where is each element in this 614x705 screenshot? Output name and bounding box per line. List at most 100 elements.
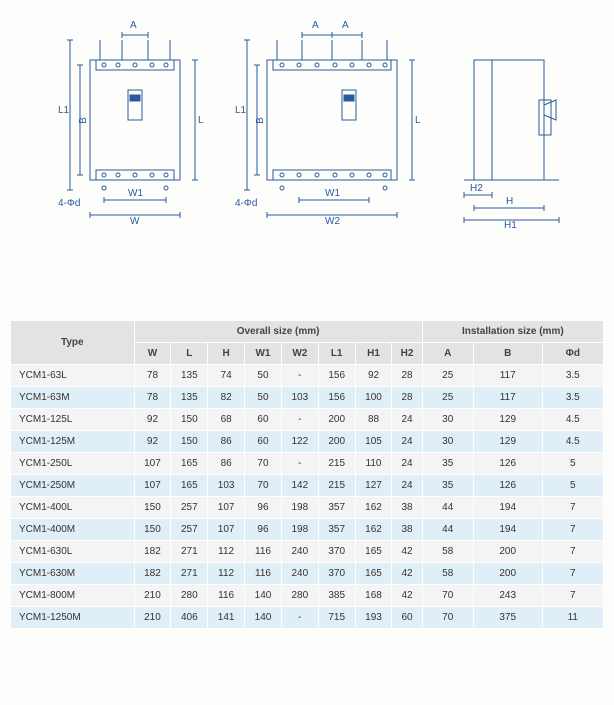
cell-W2: 240 bbox=[281, 563, 318, 585]
cell-W: 150 bbox=[134, 497, 171, 519]
cell-B: 194 bbox=[473, 497, 542, 519]
cell-H1: 92 bbox=[355, 365, 392, 387]
cell-B: 129 bbox=[473, 409, 542, 431]
table-row: YCM1-250L1071658670-21511024351265 bbox=[11, 453, 604, 475]
cell-W: 107 bbox=[134, 453, 171, 475]
th-H1: H1 bbox=[355, 343, 392, 365]
label-L1: L1 bbox=[235, 105, 246, 116]
cell-B: 375 bbox=[473, 607, 542, 629]
cell-W1: 96 bbox=[245, 497, 282, 519]
label-A: A bbox=[130, 20, 137, 31]
cell-W: 210 bbox=[134, 607, 171, 629]
cell-phi: 4.5 bbox=[542, 431, 603, 453]
cell-W: 182 bbox=[134, 563, 171, 585]
th-Φd: Φd bbox=[542, 343, 603, 365]
spec-table-wrap: Type Overall size (mm) Installation size… bbox=[0, 320, 614, 629]
table-row: YCM1-400L1502571079619835716238441947 bbox=[11, 497, 604, 519]
cell-H: 86 bbox=[208, 431, 245, 453]
cell-H: 112 bbox=[208, 541, 245, 563]
cell-H: 68 bbox=[208, 409, 245, 431]
cell-A: 58 bbox=[422, 541, 473, 563]
table-row: YCM1-800M21028011614028038516842702437 bbox=[11, 585, 604, 607]
cell-L: 150 bbox=[171, 431, 208, 453]
cell-H: 74 bbox=[208, 365, 245, 387]
cell-H2: 42 bbox=[392, 541, 422, 563]
cell-H1: 165 bbox=[355, 563, 392, 585]
cell-W: 78 bbox=[134, 387, 171, 409]
cell-A: 30 bbox=[422, 431, 473, 453]
cell-A: 30 bbox=[422, 409, 473, 431]
cell-W1: 140 bbox=[245, 607, 282, 629]
diagram-side: H2 H H1 bbox=[444, 20, 584, 240]
cell-L1: 215 bbox=[318, 453, 355, 475]
cell-W2: 198 bbox=[281, 497, 318, 519]
cell-L: 280 bbox=[171, 585, 208, 607]
table-row: YCM1-125M92150866012220010524301294.5 bbox=[11, 431, 604, 453]
th-install: Installation size (mm) bbox=[422, 321, 603, 343]
cell-B: 117 bbox=[473, 387, 542, 409]
label-H2: H2 bbox=[470, 183, 483, 194]
cell-W1: 60 bbox=[245, 431, 282, 453]
cell-H: 112 bbox=[208, 563, 245, 585]
cell-B: 243 bbox=[473, 585, 542, 607]
cell-L1: 215 bbox=[318, 475, 355, 497]
cell-H: 82 bbox=[208, 387, 245, 409]
cell-H2: 24 bbox=[392, 431, 422, 453]
cell-L1: 370 bbox=[318, 563, 355, 585]
cell-H1: 110 bbox=[355, 453, 392, 475]
cell-H: 107 bbox=[208, 497, 245, 519]
cell-W: 210 bbox=[134, 585, 171, 607]
cell-L1: 357 bbox=[318, 497, 355, 519]
cell-B: 194 bbox=[473, 519, 542, 541]
cell-H1: 127 bbox=[355, 475, 392, 497]
cell-L: 257 bbox=[171, 519, 208, 541]
cell-W2: 122 bbox=[281, 431, 318, 453]
cell-L: 135 bbox=[171, 365, 208, 387]
cell-phi: 5 bbox=[542, 475, 603, 497]
cell-type: YCM1-630L bbox=[11, 541, 135, 563]
cell-type: YCM1-250M bbox=[11, 475, 135, 497]
cell-H2: 24 bbox=[392, 409, 422, 431]
cell-A: 25 bbox=[422, 387, 473, 409]
diagram-area: A L1 B L W1 W 4-Φd bbox=[0, 0, 614, 320]
cell-H1: 88 bbox=[355, 409, 392, 431]
cell-L1: 357 bbox=[318, 519, 355, 541]
cell-L1: 200 bbox=[318, 409, 355, 431]
cell-phi: 7 bbox=[542, 585, 603, 607]
cell-H2: 38 bbox=[392, 497, 422, 519]
cell-L: 135 bbox=[171, 387, 208, 409]
cell-B: 117 bbox=[473, 365, 542, 387]
cell-A: 70 bbox=[422, 607, 473, 629]
cell-H: 86 bbox=[208, 453, 245, 475]
cell-phi: 3.5 bbox=[542, 387, 603, 409]
cell-phi: 4.5 bbox=[542, 409, 603, 431]
th-W1: W1 bbox=[245, 343, 282, 365]
cell-type: YCM1-250L bbox=[11, 453, 135, 475]
cell-type: YCM1-400L bbox=[11, 497, 135, 519]
cell-W1: 96 bbox=[245, 519, 282, 541]
th-type: Type bbox=[11, 321, 135, 365]
cell-W: 78 bbox=[134, 365, 171, 387]
cell-H2: 24 bbox=[392, 453, 422, 475]
cell-W1: 116 bbox=[245, 563, 282, 585]
cell-H: 107 bbox=[208, 519, 245, 541]
cell-W2: 240 bbox=[281, 541, 318, 563]
cell-H: 103 bbox=[208, 475, 245, 497]
th-W: W bbox=[134, 343, 171, 365]
cell-W1: 50 bbox=[245, 365, 282, 387]
cell-B: 126 bbox=[473, 475, 542, 497]
label-L: L bbox=[415, 115, 421, 126]
label-H1: H1 bbox=[504, 220, 517, 231]
cell-H2: 60 bbox=[392, 607, 422, 629]
cell-W2: 142 bbox=[281, 475, 318, 497]
cell-phi: 7 bbox=[542, 563, 603, 585]
th-H: H bbox=[208, 343, 245, 365]
cell-type: YCM1-125M bbox=[11, 431, 135, 453]
label-phi: 4-Φd bbox=[58, 198, 80, 209]
cell-L: 150 bbox=[171, 409, 208, 431]
cell-L1: 385 bbox=[318, 585, 355, 607]
cell-phi: 3.5 bbox=[542, 365, 603, 387]
label-W2: W2 bbox=[325, 216, 340, 227]
cell-H1: 162 bbox=[355, 519, 392, 541]
cell-H1: 168 bbox=[355, 585, 392, 607]
